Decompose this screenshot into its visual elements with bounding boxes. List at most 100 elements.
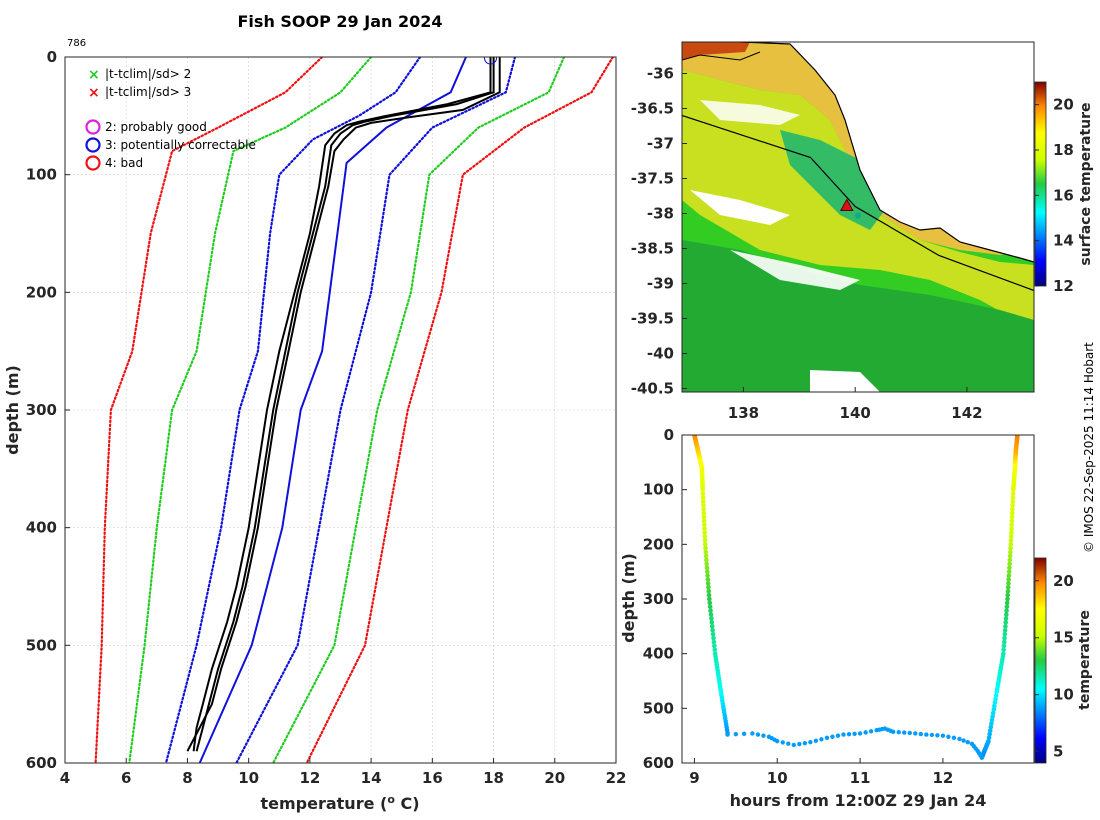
map-y-tick-label: -37 [647, 135, 674, 153]
bottom-point [852, 731, 857, 737]
bottom-point [913, 731, 918, 736]
descent-point [708, 612, 714, 617]
legend-label: 4: bad [105, 156, 143, 170]
ascent-point [992, 703, 997, 709]
temperature-colorbar-tick-label: 10 [1053, 686, 1074, 704]
descent-point [701, 514, 707, 520]
descent-point [702, 538, 708, 543]
series-clim-2sd [272, 57, 566, 763]
bottom-point [935, 733, 940, 738]
profile-x-tick-label: 18 [483, 769, 504, 787]
temperature-colorbar-label: temperature [1077, 610, 1093, 710]
ascent-point [1007, 553, 1013, 559]
profile-x-label: temperature (o C) [260, 793, 419, 813]
ascent-point [1008, 549, 1013, 555]
ascent-point [1001, 639, 1007, 645]
ascent-point [1001, 651, 1006, 656]
time-depth-y-tick-label: 600 [643, 754, 674, 772]
profile-y-label: depth (m) [3, 365, 22, 455]
map-colorbar-tick-label: 20 [1053, 96, 1074, 114]
profile-x-tick-label: 16 [422, 769, 443, 787]
bottom-point [819, 737, 824, 742]
series-profile-c [186, 57, 501, 752]
ascent-point [990, 710, 996, 716]
descent-point [706, 584, 711, 590]
legend-circle-marker [85, 119, 101, 135]
ascent-point [1004, 612, 1009, 617]
time-depth-y-tick-label: 300 [643, 590, 674, 608]
descent-point [706, 588, 712, 594]
map-axes-box [681, 41, 1035, 393]
time-depth-y-tick-label: 200 [643, 535, 674, 553]
map-x-tick-label: 142 [951, 404, 982, 422]
ascent-point [1010, 495, 1016, 500]
bottom-point [802, 740, 808, 746]
legend-circle-marker [85, 155, 101, 171]
time-depth-x-label: hours from 12:00Z 29 Jan 24 [730, 791, 987, 810]
legend-x-marker: × [88, 85, 100, 101]
ascent-point [1004, 600, 1010, 606]
profile-legend: × |t-tclim|/sd> 2 × |t-tclim|/sd> 3 2: proba… [85, 67, 256, 171]
ascent-point [1004, 604, 1010, 610]
descent-point [704, 557, 709, 563]
ascent-point [1001, 643, 1007, 649]
descent-point [701, 510, 707, 516]
bottom-point [846, 732, 852, 737]
ascent-point [1009, 530, 1014, 535]
map-y-tick-label: -36 [647, 65, 674, 83]
ascent-point [1005, 596, 1010, 602]
profile-y-tick-label: 200 [26, 283, 57, 301]
legend-circle-marker [85, 137, 101, 153]
descent-point [701, 502, 706, 508]
qc-flag-circle [483, 57, 497, 65]
descent-point [702, 522, 707, 528]
ascent-point [987, 728, 993, 733]
ascent-point [993, 696, 998, 702]
profile-x-tick-label: 4 [60, 769, 70, 787]
profile-x-tick-label: 20 [544, 769, 565, 787]
temperature-colorbar-tick-label: 20 [1053, 572, 1074, 590]
map-x-tick-label: 140 [840, 404, 871, 422]
bottom-point [755, 732, 761, 737]
legend-label: 3: potentially correctable [105, 138, 256, 152]
bottom-point [929, 732, 935, 738]
time-depth-x-tick-label: 10 [767, 769, 788, 787]
ascent-point [1003, 624, 1008, 629]
profile-id-label: 786 [67, 38, 86, 49]
ascent-point [992, 700, 998, 705]
ascent-point [989, 721, 994, 726]
map-colorbar-label: surface temperature [1078, 102, 1094, 265]
descent-point [709, 620, 715, 625]
descent-point [707, 604, 713, 610]
ascent-point [989, 717, 995, 723]
time-depth-x-tick-label: 12 [932, 769, 953, 787]
profile-x-tick-label: 14 [361, 769, 382, 787]
ascent-point [1005, 584, 1011, 590]
ascent-point [1001, 647, 1006, 653]
ascent-point [1003, 616, 1009, 621]
ascent-point [1003, 620, 1009, 625]
ascent-point [1002, 631, 1008, 637]
descent-point [704, 561, 709, 567]
ascent-point [1007, 561, 1012, 567]
bottom-point [857, 731, 863, 736]
ascent-point [1008, 534, 1014, 539]
profile-y-tick-label: 0 [47, 48, 57, 66]
bottom-point [775, 738, 780, 744]
temperature-colorbar [1034, 557, 1047, 764]
descent-point [709, 616, 714, 621]
bottom-point [808, 740, 813, 745]
time-depth-x-tick-label: 11 [850, 769, 871, 787]
sst-map-field [682, 42, 1034, 392]
descent-point [709, 624, 715, 629]
bottom-point [961, 738, 966, 743]
ascent-point [1005, 588, 1011, 594]
ascent-point [1010, 499, 1016, 504]
ascent-point [986, 735, 992, 740]
legend-label: |t-tclim|/sd> 3 [105, 85, 191, 99]
temperature-colorbar-tick-label: 15 [1053, 629, 1074, 647]
time-depth-y-tick-label: 500 [643, 699, 674, 717]
descent-point [706, 592, 712, 598]
bottom-point [891, 729, 896, 735]
profile-y-tick-label: 600 [26, 754, 57, 772]
